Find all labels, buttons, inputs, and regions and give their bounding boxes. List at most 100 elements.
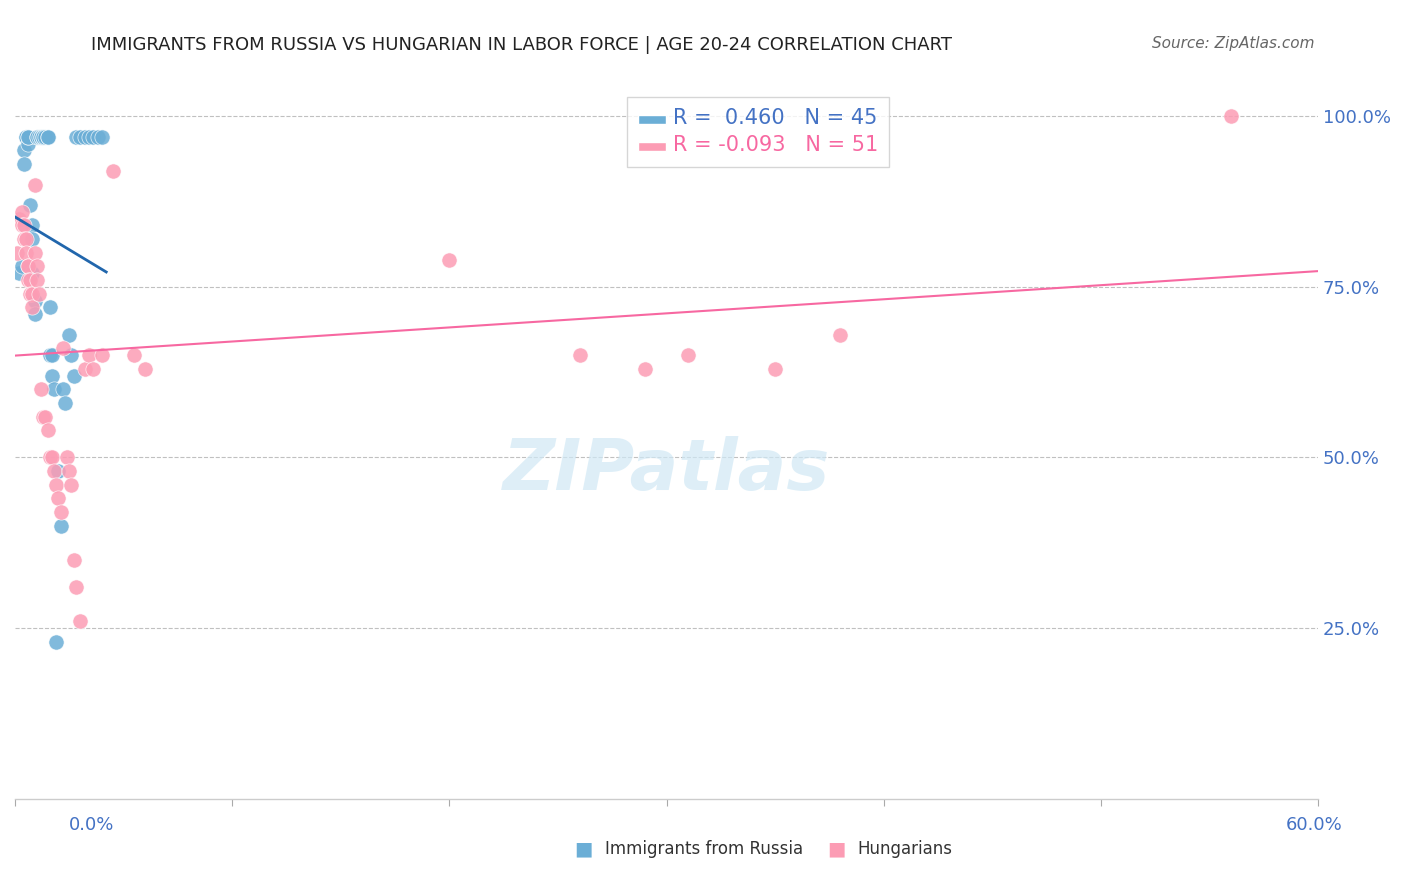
Point <box>8 266 31 280</box>
Point <box>32 129 55 144</box>
Point <box>28 129 51 144</box>
Point <box>124 348 146 362</box>
Point <box>30 129 52 144</box>
Point <box>24 178 46 192</box>
Point <box>21 286 44 301</box>
Point <box>45 634 67 648</box>
Legend: R =  0.460   N = 45, R = -0.093   N = 51: R = 0.460 N = 45, R = -0.093 N = 51 <box>627 97 889 167</box>
Point <box>41 368 63 383</box>
Point <box>48 464 70 478</box>
Point <box>17 260 39 274</box>
Point <box>73 361 96 376</box>
Point <box>24 245 46 260</box>
Point <box>25 273 48 287</box>
Point <box>25 129 48 144</box>
Point <box>32 129 55 144</box>
Point <box>21 232 44 246</box>
Point <box>18 198 41 212</box>
Point <box>6 245 28 260</box>
Point <box>65 129 87 144</box>
Point <box>32 409 55 424</box>
Text: 0.0%: 0.0% <box>69 816 114 834</box>
Point <box>34 129 56 144</box>
Point <box>34 409 56 424</box>
Point <box>17 129 39 144</box>
Point <box>14 129 37 144</box>
Point <box>14 245 37 260</box>
Point <box>17 129 39 144</box>
Text: ZIPatlas: ZIPatlas <box>503 435 831 505</box>
Point <box>60 477 83 491</box>
Point <box>45 477 67 491</box>
Point <box>17 136 39 151</box>
Point <box>24 293 46 308</box>
Point <box>38 348 60 362</box>
Point <box>58 327 80 342</box>
Point <box>13 232 35 246</box>
Point <box>25 260 48 274</box>
Point <box>10 260 32 274</box>
Point <box>82 129 104 144</box>
Point <box>13 144 35 158</box>
Point <box>49 518 72 533</box>
Point <box>13 157 35 171</box>
Point <box>62 553 84 567</box>
Text: 60.0%: 60.0% <box>1286 816 1343 834</box>
Point <box>21 301 44 315</box>
Point <box>69 614 91 628</box>
Point <box>568 348 591 362</box>
Point <box>73 129 96 144</box>
Point <box>56 450 79 465</box>
Point <box>14 129 37 144</box>
Point <box>86 129 108 144</box>
Point <box>53 396 76 410</box>
Point <box>41 450 63 465</box>
Point <box>10 204 32 219</box>
Point <box>134 361 156 376</box>
Text: Immigrants from Russia: Immigrants from Russia <box>605 840 803 858</box>
Point <box>37 129 59 144</box>
Point <box>37 129 59 144</box>
Point <box>82 361 104 376</box>
Point <box>21 266 44 280</box>
Point <box>77 348 100 362</box>
Point <box>58 464 80 478</box>
Point <box>30 129 52 144</box>
Point <box>18 286 41 301</box>
Point <box>14 232 37 246</box>
Point <box>28 286 51 301</box>
Point <box>38 450 60 465</box>
Point <box>25 129 48 144</box>
Point <box>13 219 35 233</box>
Point <box>101 164 124 178</box>
Point <box>678 348 700 362</box>
Point <box>24 307 46 321</box>
Point <box>52 341 75 355</box>
Text: Source: ZipAtlas.com: Source: ZipAtlas.com <box>1152 36 1315 51</box>
Point <box>60 348 83 362</box>
Point <box>634 361 657 376</box>
Text: IMMIGRANTS FROM RUSSIA VS HUNGARIAN IN LABOR FORCE | AGE 20-24 CORRELATION CHART: IMMIGRANTS FROM RUSSIA VS HUNGARIAN IN L… <box>91 36 952 54</box>
Point <box>77 129 100 144</box>
Text: Hungarians: Hungarians <box>858 840 953 858</box>
Point <box>1220 109 1243 123</box>
Point <box>17 260 39 274</box>
Point <box>49 505 72 519</box>
Point <box>10 219 32 233</box>
Point <box>62 368 84 383</box>
Point <box>90 129 112 144</box>
Point <box>21 219 44 233</box>
Text: ■: ■ <box>574 839 593 859</box>
Point <box>30 382 52 396</box>
Point <box>763 361 786 376</box>
Point <box>41 348 63 362</box>
Point <box>52 382 75 396</box>
Point <box>37 423 59 437</box>
Point <box>439 252 461 267</box>
Point <box>42 464 65 478</box>
Point <box>830 327 852 342</box>
Point <box>38 301 60 315</box>
Text: ■: ■ <box>827 839 846 859</box>
Point <box>69 129 91 144</box>
Point <box>18 273 41 287</box>
